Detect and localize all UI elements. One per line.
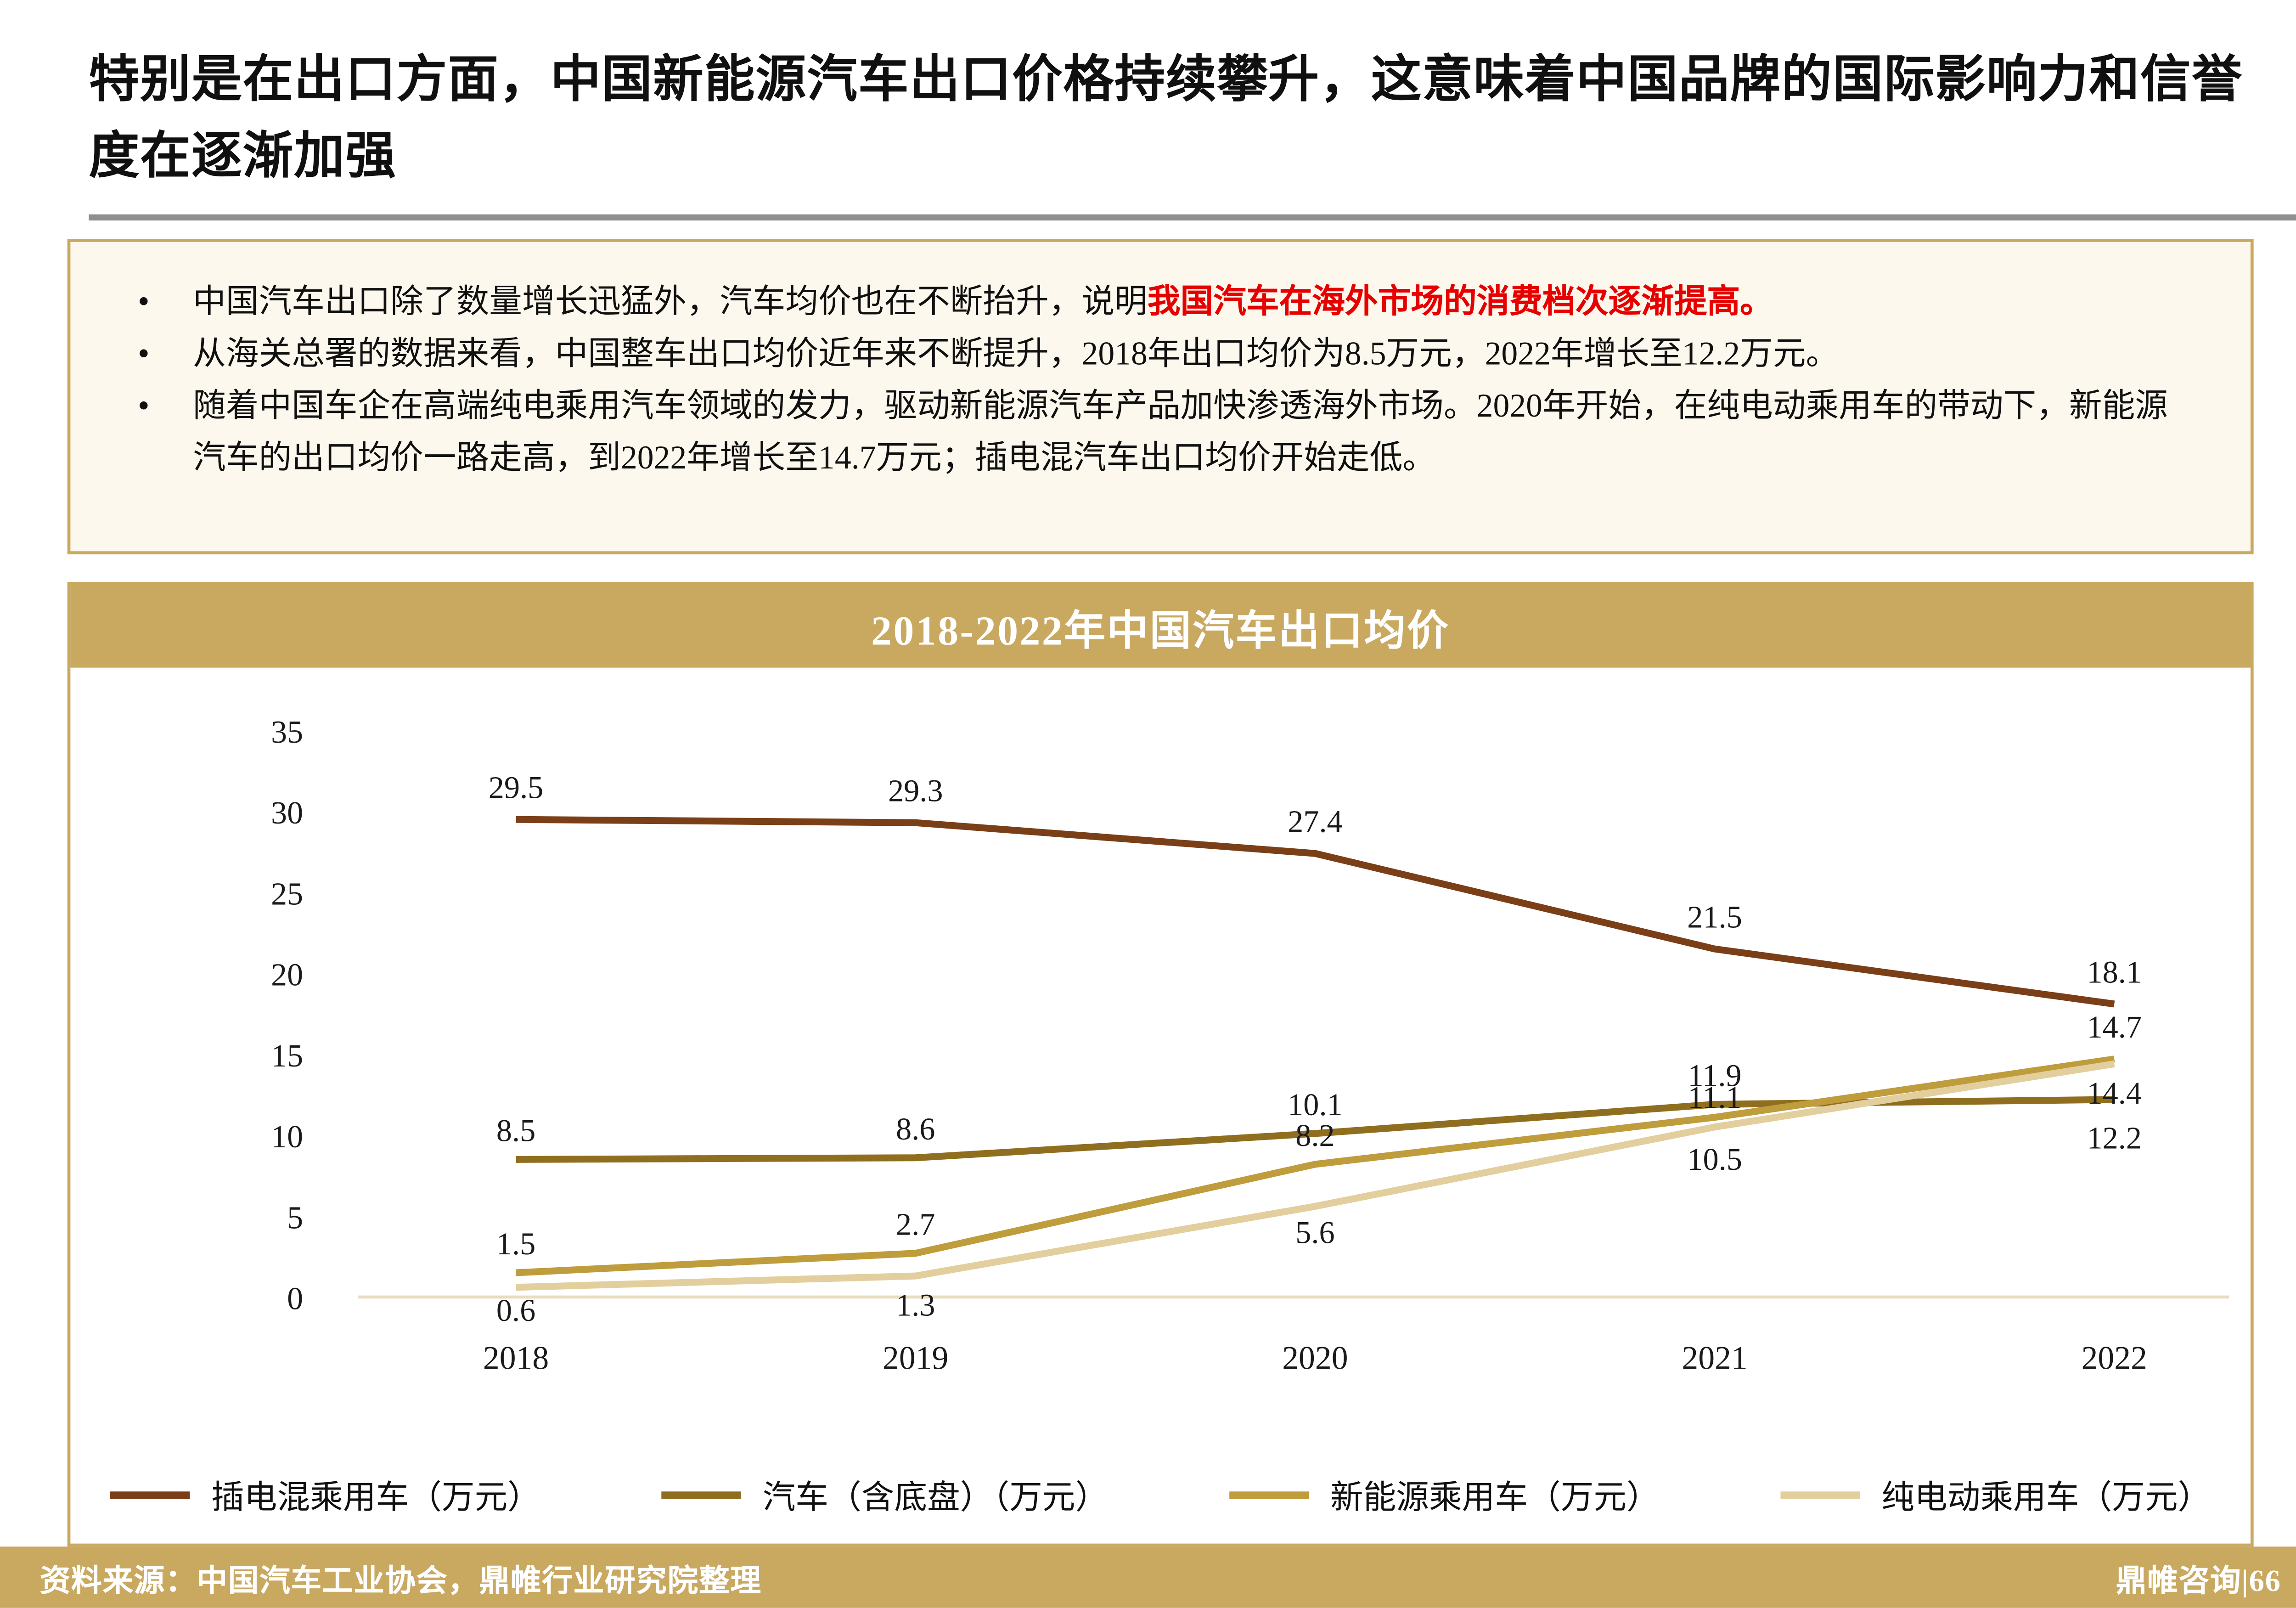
data-label: 10.5 xyxy=(1687,1142,1742,1177)
data-label: 11.9 xyxy=(1688,1058,1742,1093)
series-line xyxy=(516,816,2115,1008)
data-label: 8.2 xyxy=(1295,1118,1334,1153)
data-label: 29.5 xyxy=(489,770,544,805)
footer-bar: 资料来源：中国汽车工业协会，鼎帷行业研究院整理 鼎帷咨询|66 xyxy=(0,1546,2296,1608)
data-label: 21.5 xyxy=(1687,899,1742,934)
legend-item: 纯电动乘用车（万元） xyxy=(1780,1471,2211,1518)
y-axis-tick: 0 xyxy=(287,1281,303,1317)
x-axis-label: 2020 xyxy=(1282,1340,1348,1377)
page-title: 特别是在出口方面，中国新能源汽车出口价格持续攀升，这意味着中国品牌的国际影响力和… xyxy=(89,53,2243,186)
key-points-list: 中国汽车出口除了数量增长迅猛外，汽车均价也在不断抬升，说明我国汽车在海外市场的消… xyxy=(116,276,2192,484)
key-points-box: 中国汽车出口除了数量增长迅猛外，汽车均价也在不断抬升，说明我国汽车在海外市场的消… xyxy=(67,239,2254,554)
data-label: 11.1 xyxy=(1688,1080,1742,1115)
key-point-text: 从海关总署的数据来看，中国整车出口均价近年来不断提升，2018年出口均价为8.5… xyxy=(193,335,1839,372)
y-axis-tick: 30 xyxy=(271,796,303,831)
data-label: 5.6 xyxy=(1295,1215,1334,1250)
data-label: 10.1 xyxy=(1288,1087,1343,1122)
y-axis-tick: 20 xyxy=(271,958,303,993)
series-line xyxy=(516,1055,2115,1276)
data-label: 8.6 xyxy=(896,1111,935,1146)
legend-item: 新能源乘用车（万元） xyxy=(1229,1471,1660,1518)
source-note: 资料来源：中国汽车工业协会，鼎帷行业研究院整理 xyxy=(39,1564,762,1598)
chart-title: 2018-2022年中国汽车出口均价 xyxy=(70,585,2251,668)
data-label: 14.4 xyxy=(2087,1076,2142,1111)
key-point-item: 从海关总署的数据来看，中国整车出口均价近年来不断提升，2018年出口均价为8.5… xyxy=(116,327,2192,379)
data-label: 8.5 xyxy=(496,1113,535,1148)
key-point-item: 中国汽车出口除了数量增长迅猛外，汽车均价也在不断抬升，说明我国汽车在海外市场的消… xyxy=(116,276,2192,327)
data-label: 12.2 xyxy=(2087,1121,2142,1156)
legend-label: 汽车（含底盘）（万元） xyxy=(762,1478,1109,1515)
data-label: 1.3 xyxy=(896,1288,935,1323)
series-line xyxy=(516,1060,2115,1291)
legend-swatch xyxy=(1780,1490,1860,1499)
legend-item: 汽车（含底盘）（万元） xyxy=(661,1471,1109,1518)
title-divider xyxy=(89,214,2296,221)
y-axis-tick: 5 xyxy=(287,1200,303,1236)
legend-item: 插电混乘用车（万元） xyxy=(110,1471,540,1518)
chart-legend: 插电混乘用车（万元） 汽车（含底盘）（万元） 新能源乘用车（万元） 纯电动乘用车（万元… xyxy=(70,1452,2251,1538)
data-label: 0.6 xyxy=(496,1293,535,1328)
x-axis-label: 2022 xyxy=(2082,1340,2147,1377)
data-label: 14.7 xyxy=(2087,1010,2142,1044)
legend-label: 纯电动乘用车（万元） xyxy=(1881,1478,2211,1515)
data-label: 2.7 xyxy=(896,1207,935,1242)
y-axis-tick: 25 xyxy=(271,876,303,912)
data-label: 1.5 xyxy=(496,1226,535,1261)
export-price-line-chart: 0 5 10 15 20 25 30 35 2018 2019 2020 2021 2022 29.5 29… xyxy=(271,715,2229,1377)
key-point-text: 中国汽车出口除了数量增长迅猛外，汽车均价也在不断抬升，说明 xyxy=(193,283,1148,320)
legend-swatch xyxy=(1229,1490,1309,1499)
key-point-item: 随着中国车企在高端纯电乘用汽车领域的发力，驱动新能源汽车产品加快渗透海外市场。2… xyxy=(116,380,2192,484)
key-point-highlight: 我国汽车在海外市场的消费档次逐渐提高。 xyxy=(1147,283,1773,320)
legend-label: 插电混乘用车（万元） xyxy=(211,1478,540,1515)
x-axis-label: 2021 xyxy=(1682,1340,1747,1377)
data-label: 27.4 xyxy=(1288,804,1343,839)
x-axis-label: 2018 xyxy=(483,1340,549,1377)
legend-swatch xyxy=(110,1490,190,1499)
x-axis-label: 2019 xyxy=(883,1340,948,1377)
y-axis-tick: 10 xyxy=(271,1119,303,1155)
brand-page-number: 鼎帷咨询|66 xyxy=(2116,1564,2281,1598)
chart-panel: 2018-2022年中国汽车出口均价 0 5 10 15 20 25 30 35 2018 201… xyxy=(67,581,2254,1547)
y-axis-tick: 15 xyxy=(271,1038,303,1074)
legend-swatch xyxy=(661,1490,741,1499)
data-label: 18.1 xyxy=(2087,954,2142,989)
y-axis-tick: 35 xyxy=(271,715,303,750)
key-point-text: 随着中国车企在高端纯电乘用汽车领域的发力，驱动新能源汽车产品加快渗透海外市场。2… xyxy=(193,387,2168,476)
data-label: 29.3 xyxy=(888,773,943,808)
legend-label: 新能源乘用车（万元） xyxy=(1330,1478,1660,1515)
